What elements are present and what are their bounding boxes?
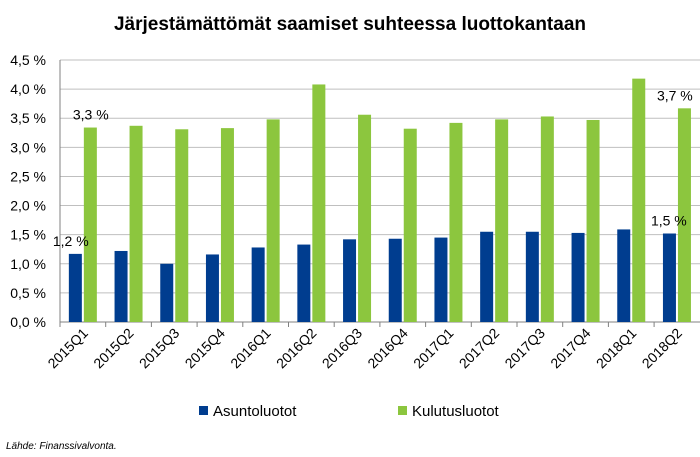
bar-kulutusluotot-2016Q1 [266,119,280,323]
bars [68,78,691,323]
x-tick-label: 2015Q3 [136,325,183,372]
x-tick-label: 2015Q1 [44,325,91,372]
y-tick-label: 0,0 % [10,314,46,330]
bar-kulutusluotot-2015Q4 [220,128,234,322]
data-label: 3,7 % [657,87,693,103]
x-tick-label: 2018Q1 [593,325,640,372]
bar-asuntoluotot-2015Q2 [114,250,128,322]
x-tick-label: 2015Q4 [182,325,229,372]
bar-asuntoluotot-2017Q2 [480,231,494,322]
y-tick-label: 2,5 % [10,168,46,184]
x-tick-label: 2016Q3 [319,325,366,372]
x-tick-label: 2015Q2 [90,325,137,372]
x-tick-label: 2017Q3 [501,325,548,372]
data-label: 1,2 % [53,233,89,249]
y-tick-label: 3,5 % [10,110,46,126]
bar-asuntoluotot-2016Q1 [251,247,265,322]
bar-asuntoluotot-2015Q3 [160,263,174,322]
y-tick-label: 4,5 % [10,52,46,68]
gridlines [59,59,700,327]
y-tick-label: 1,0 % [10,256,46,272]
bar-kulutusluotot-2018Q2 [677,108,691,322]
y-tick-label: 1,5 % [10,227,46,243]
x-tick-label: 2016Q4 [364,325,411,372]
y-tick-label: 0,5 % [10,285,46,301]
bar-asuntoluotot-2016Q2 [297,244,311,322]
y-axis-ticks: 0,0 % 0,5 % 1,0 % 1,5 % 2,0 % 2,5 % 3,0 % 3,5 %… [10,52,46,330]
bar-asuntoluotot-2015Q1 [68,253,82,322]
bar-kulutusluotot-2016Q2 [312,84,326,322]
bar-asuntoluotot-2017Q3 [525,231,539,322]
bar-asuntoluotot-2017Q1 [434,237,448,322]
x-tick-label: 2016Q2 [273,325,320,372]
data-label: 3,3 % [73,107,109,123]
legend-label-asuntoluotot: Asuntoluotot [213,403,297,420]
legend-swatch-asuntoluotot [199,406,208,415]
x-tick-label: 2016Q1 [227,325,274,372]
x-tick-label: 2017Q4 [547,325,594,372]
annotations: 1,2 % 3,3 % 1,5 % 3,7 % [53,87,693,249]
source-note: Lähde: Finanssivalvonta. [6,441,117,452]
bar-asuntoluotot-2017Q4 [571,232,585,322]
bar-kulutusluotot-2015Q3 [175,129,189,322]
x-tick-label: 2017Q1 [410,325,457,372]
bar-kulutusluotot-2015Q1 [83,127,97,322]
bar-asuntoluotot-2018Q1 [617,229,631,322]
x-tick-label: 2017Q2 [456,325,503,372]
chart-title: Järjestämättömät saamiset suhteessa luot… [114,14,586,35]
bar-kulutusluotot-2018Q1 [632,78,646,323]
bar-kulutusluotot-2017Q2 [495,119,509,323]
y-tick-label: 2,0 % [10,198,46,214]
legend: Asuntoluotot Kulutusluotot [199,403,500,420]
bar-asuntoluotot-2018Q2 [662,233,676,322]
bar-kulutusluotot-2016Q4 [403,128,417,322]
bar-kulutusluotot-2016Q3 [358,114,372,323]
legend-label-kulutusluotot: Kulutusluotot [412,403,500,420]
bar-asuntoluotot-2016Q4 [388,238,402,322]
x-axis-ticks: 2015Q1 2015Q2 2015Q3 2015Q4 2016Q1 2016Q2 2016… [44,325,685,372]
bar-kulutusluotot-2017Q3 [540,116,554,322]
bar-kulutusluotot-2017Q4 [586,119,600,322]
bar-kulutusluotot-2015Q2 [129,125,143,323]
bar-asuntoluotot-2015Q4 [205,254,219,322]
bar-kulutusluotot-2017Q1 [449,122,463,322]
y-tick-label: 3,0 % [10,139,46,155]
legend-swatch-kulutusluotot [398,406,407,415]
data-label: 1,5 % [651,213,687,229]
y-tick-label: 4,0 % [10,81,46,97]
bar-asuntoluotot-2016Q3 [343,239,357,322]
x-tick-label: 2018Q2 [639,325,686,372]
